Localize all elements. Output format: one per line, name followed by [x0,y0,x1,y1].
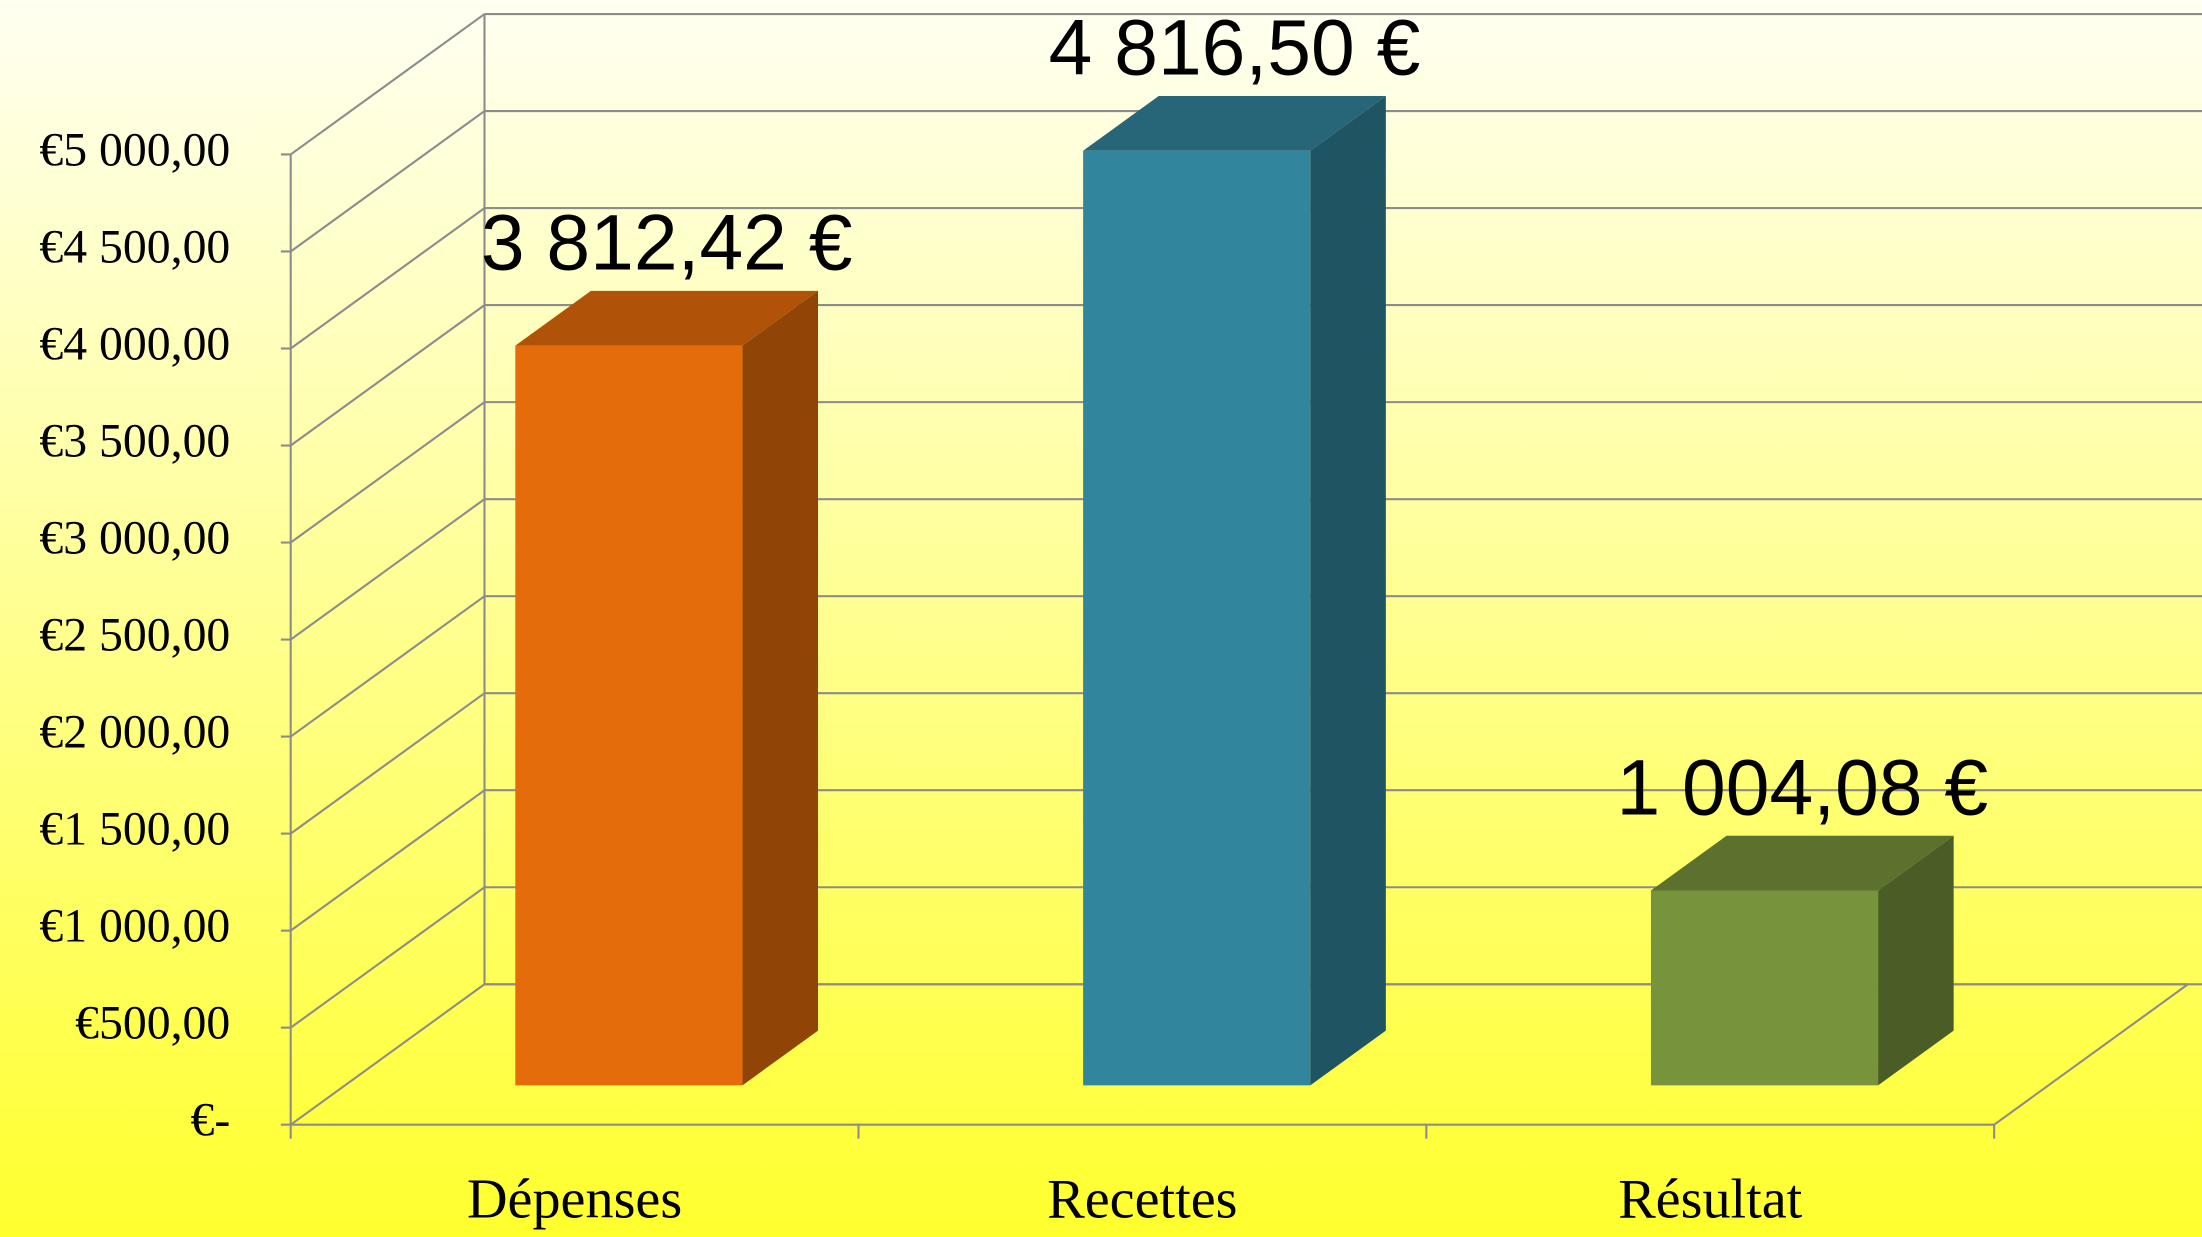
x-tick-label: Résultat [1618,1169,1802,1231]
side-grid-line [290,789,486,932]
y-tick-label: €2 000,00 [39,706,230,759]
side-grid-line [290,692,486,835]
bar [515,290,819,1086]
side-grid-line [290,401,486,544]
bar [1650,835,1954,1086]
bar [1083,95,1386,1086]
y-tick-label: €1 500,00 [39,803,230,856]
x-tick-label: Dépenses [467,1169,682,1231]
side-grid-line [290,498,486,641]
side-grid-line [290,595,486,738]
bar-top [515,290,819,346]
bar-top [1083,95,1386,151]
side-grid-line [290,110,486,253]
side-grid-line [290,13,486,156]
bar-side [742,290,819,1086]
bar-side [1310,95,1386,1086]
y-tick-label: €4 000,00 [39,317,230,370]
value-label: 3 812,42 € [481,198,853,286]
bar-front [515,345,743,1086]
y-tick-label: €3 000,00 [39,511,230,564]
floor-right [1993,983,2189,1126]
side-grid-line [290,304,486,447]
y-tick-label: €500,00 [75,997,230,1050]
y-tick-label: €3 500,00 [39,414,230,467]
bar-front [1650,890,1879,1086]
y-tick-label: €5 000,00 [39,123,230,176]
y-tick-label: €2 500,00 [39,609,230,662]
value-label: 4 816,50 € [1049,4,1421,92]
bar-front [1083,150,1311,1086]
y-tick-label: €1 000,00 [39,900,230,953]
bar-top [1650,835,1954,891]
side-grid-line [290,886,486,1029]
y-tick-label: €4 500,00 [39,220,230,273]
side-grid-line [290,207,486,350]
bar-side [1878,835,1954,1086]
x-tick-label: Recettes [1047,1169,1237,1231]
y-tick-label: €- [191,1094,231,1147]
value-label: 1 004,08 € [1616,743,1988,831]
side-grid-line [290,983,486,1126]
